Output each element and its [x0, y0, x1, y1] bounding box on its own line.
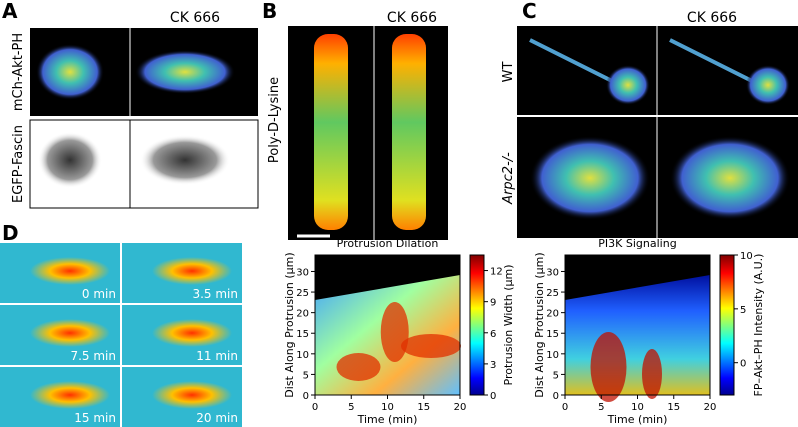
heatmap-blob	[642, 349, 662, 399]
colorbar-tick-label: 10	[740, 251, 753, 262]
colorbar-tick-label: 6	[490, 329, 496, 340]
time-label: 11 min	[196, 349, 238, 363]
x-tick-label: 5	[598, 402, 604, 413]
colorbar-tick-label: 5	[740, 305, 746, 316]
heatmap-blob	[590, 332, 627, 402]
x-tick-label: 15	[667, 402, 680, 413]
colorbar-tick-label: 3	[490, 360, 496, 371]
y-tick-label: 10	[296, 350, 309, 361]
colorbar-tick-label: 12	[490, 267, 503, 278]
heatmap-blob	[401, 334, 461, 358]
y-tick-label: 10	[546, 350, 559, 361]
y-tick-label: 5	[553, 370, 559, 381]
colorbar-label: Protrusion Width (μm)	[502, 265, 515, 386]
cell	[30, 319, 110, 347]
y-tick-label: 20	[546, 309, 559, 320]
x-axis-label: Time (min)	[357, 413, 418, 426]
x-tick-label: 5	[348, 402, 354, 413]
y-tick-label: 5	[303, 370, 309, 381]
cell	[152, 257, 232, 285]
row-label: Poly-D-Lysine	[267, 77, 282, 163]
x-tick-label: 10	[381, 402, 394, 413]
x-axis-label: Time (min)	[607, 413, 668, 426]
heatmap-blob	[380, 302, 409, 362]
chart-title: PI3K Signaling	[598, 237, 676, 250]
y-tick-label: 0	[553, 391, 559, 402]
x-tick-label: 20	[454, 402, 467, 413]
time-label: 15 min	[74, 411, 116, 425]
panel-label: B	[262, 0, 277, 23]
y-tick-label: 25	[296, 288, 309, 299]
cell	[30, 381, 110, 409]
y-tick-label: 15	[296, 329, 309, 340]
column-header: CK 666	[687, 10, 737, 26]
x-tick-label: 10	[631, 402, 644, 413]
colorbar	[469, 254, 485, 396]
y-tick-label: 30	[296, 267, 309, 278]
cell	[152, 381, 232, 409]
y-axis-label: Dist Along Protrusion (μm)	[533, 252, 546, 397]
y-tick-label: 20	[296, 309, 309, 320]
panel-label: C	[522, 0, 537, 23]
y-tick-label: 30	[546, 267, 559, 278]
chart-title: Protrusion Dilation	[337, 237, 439, 250]
time-label: 7.5 min	[70, 349, 116, 363]
cell	[30, 257, 110, 285]
x-tick-label: 0	[312, 402, 318, 413]
colorbar-tick-label: 9	[490, 298, 496, 309]
time-label: 20 min	[196, 411, 238, 425]
x-tick-label: 0	[562, 402, 568, 413]
panel-label: D	[2, 221, 19, 245]
colorbar-tick-label: 0	[740, 359, 746, 370]
y-axis-label: Dist Along Protrusion (μm)	[283, 252, 296, 397]
row-label: WT	[501, 62, 516, 83]
colorbar-tick-label: 0	[490, 391, 496, 402]
time-label: 0 min	[82, 287, 116, 301]
column-header: CK 666	[387, 10, 437, 26]
x-tick-label: 20	[704, 402, 717, 413]
row-label: mCh-Akt-PH	[11, 33, 26, 111]
time-label: 3.5 min	[192, 287, 238, 301]
colorbar	[719, 254, 735, 396]
x-tick-label: 15	[417, 402, 430, 413]
time-lapse: 0 min 3.5 min 7.5 min 11 min 15 min 20 min	[0, 243, 242, 427]
row-label: Arpc2-/-	[501, 152, 516, 205]
y-tick-label: 0	[303, 391, 309, 402]
panel-label: A	[2, 0, 18, 23]
y-tick-label: 25	[546, 288, 559, 299]
column-header: CK 666	[170, 10, 220, 26]
row-label: EGFP-Fascin	[11, 125, 26, 203]
y-tick-label: 15	[546, 329, 559, 340]
colorbar-label: FP–Akt–PH Intensity (A.U.)	[752, 254, 765, 397]
cell	[152, 319, 232, 347]
heatmap-blob	[336, 353, 381, 381]
